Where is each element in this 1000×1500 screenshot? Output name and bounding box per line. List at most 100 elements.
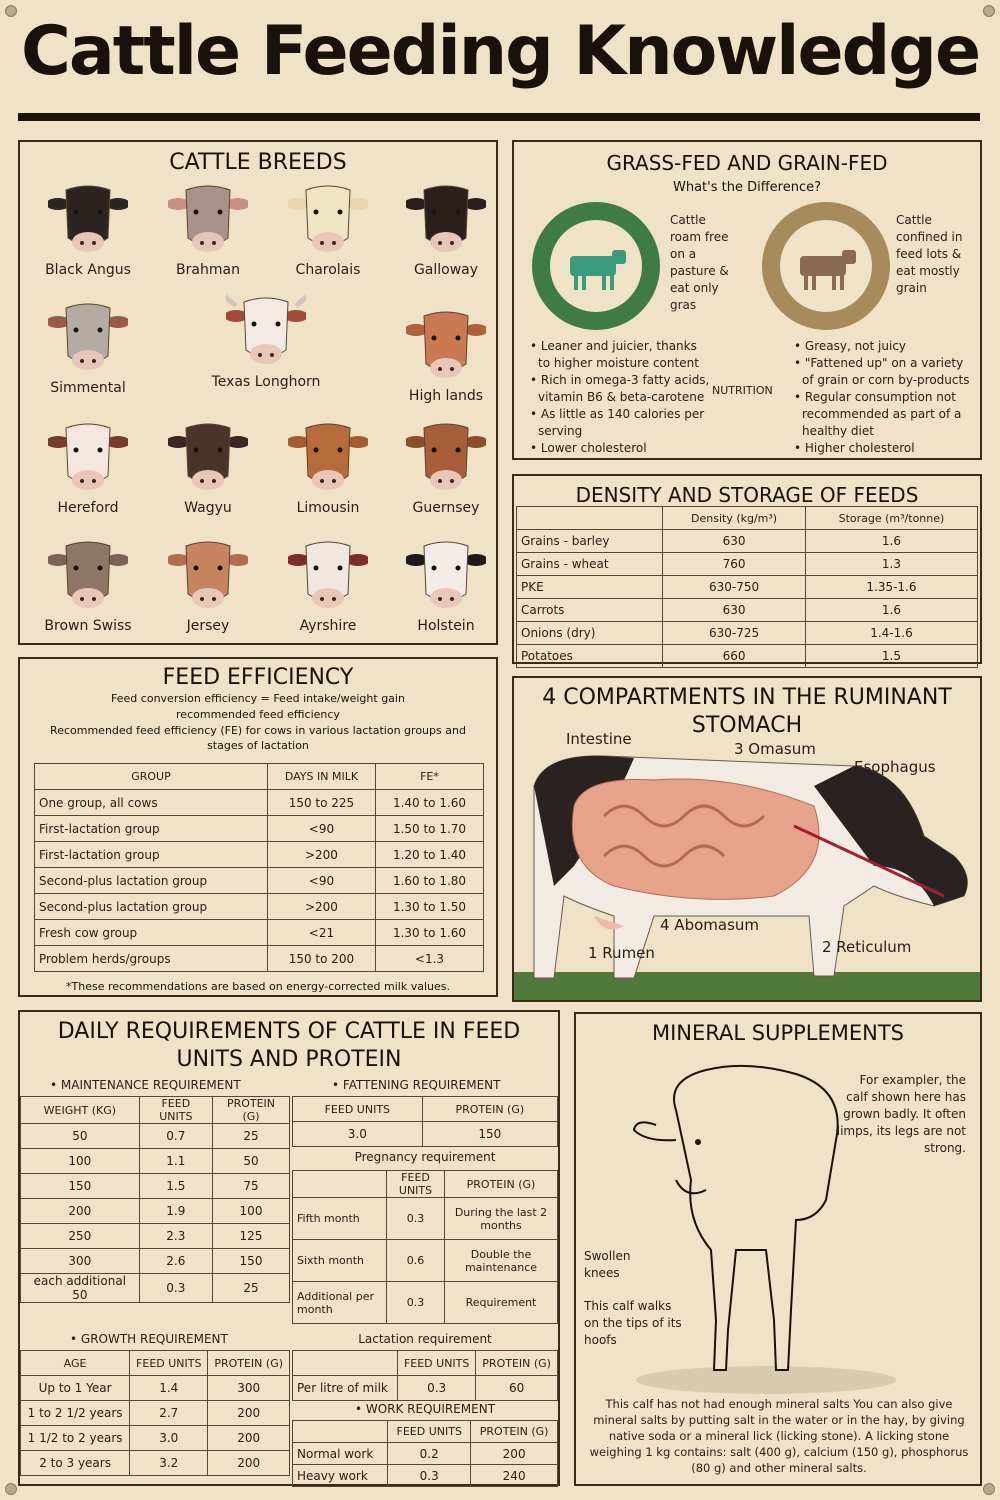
table-cell: Double the maintenance bbox=[444, 1239, 558, 1282]
mineral-title: MINERAL SUPPLEMENTS bbox=[651, 1021, 905, 1045]
table-cell: 1.6 bbox=[804, 529, 979, 553]
table-cell: Sixth month bbox=[291, 1239, 388, 1282]
grass-grain-panel: GRASS-FED AND GRAIN-FED What's the Diffe… bbox=[512, 140, 982, 460]
breed-item: Hereford bbox=[32, 418, 144, 528]
table-cell: 200 bbox=[207, 1425, 290, 1451]
screw-icon bbox=[983, 1483, 995, 1495]
table-cell: 200 bbox=[470, 1442, 558, 1465]
breed-item: Jersey bbox=[152, 536, 264, 646]
table-cell: 200 bbox=[207, 1400, 290, 1426]
bullet-item: • Higher cholesterol bbox=[794, 441, 915, 455]
table-cell: 150 to 225 bbox=[266, 789, 377, 816]
table-header-cell: PROTEIN (G) bbox=[444, 1170, 558, 1198]
grain-fed-bullets: • Greasy, not juicy • "Fattened up" on a … bbox=[794, 338, 974, 457]
table-header-cell: FEED UNITS bbox=[292, 1096, 423, 1122]
table-cell: Additional per month bbox=[291, 1281, 388, 1324]
bullet-item: • Lower cholesterol bbox=[530, 441, 647, 455]
daily-requirements-panel: DAILY REQUIREMENTS OF CATTLE IN FEED UNI… bbox=[18, 1010, 560, 1487]
table-cell: Per litre of milk bbox=[291, 1375, 399, 1401]
table-cell: 2 to 3 years bbox=[19, 1450, 131, 1476]
efficiency-recommended: recommended feed efficiency bbox=[176, 708, 340, 721]
grass-fed-icon bbox=[532, 202, 660, 330]
table-cell: 630 bbox=[662, 529, 806, 553]
mineral-supplements-panel: MINERAL SUPPLEMENTS For exampler, the ca… bbox=[574, 1012, 982, 1486]
nutrition-label: NUTRITION bbox=[712, 384, 773, 397]
breed-name: Jersey bbox=[186, 618, 230, 634]
table-cell: <90 bbox=[266, 815, 377, 842]
table-cell: each additional 50 bbox=[20, 1273, 140, 1303]
maintenance-table: WEIGHT (KG) FEED UNITS PROTEIN (G) 50 0.7 25 1… bbox=[20, 1096, 290, 1303]
cow-head-icon bbox=[288, 541, 368, 608]
table-header-cell: WEIGHT (KG) bbox=[20, 1096, 140, 1124]
density-table: Density (kg/m³) Storage (m³/tonne) Grains … bbox=[515, 506, 979, 668]
table-cell: Normal work bbox=[291, 1442, 389, 1465]
table-cell: <1.3 bbox=[375, 945, 484, 972]
lactation-table: FEED UNITS PROTEIN (G) Per litre of milk 0.… bbox=[291, 1350, 558, 1401]
cow-head-icon bbox=[226, 294, 306, 364]
table-cell: <21 bbox=[266, 919, 377, 946]
pregnancy-table: FEED UNITS PROTEIN (G) Fifth month 0.3 Durin… bbox=[291, 1170, 558, 1324]
table-cell: 250 bbox=[20, 1223, 140, 1249]
screw-icon bbox=[5, 1483, 17, 1495]
table-header-row: FEED UNITS PROTEIN (G) bbox=[291, 1420, 558, 1443]
breed-name: Holstein bbox=[417, 618, 475, 634]
table-row: PKE 630-750 1.35-1.6 bbox=[515, 575, 979, 599]
cow-head-icon bbox=[288, 423, 368, 490]
table-row: Carrots 630 1.6 bbox=[515, 598, 979, 622]
breed-name: High lands bbox=[408, 388, 484, 404]
breed-name: Ayrshire bbox=[299, 618, 357, 634]
esophagus-label: Esophagus bbox=[854, 758, 936, 776]
table-header-cell: FE* bbox=[375, 763, 484, 790]
table-cell: Onions (dry) bbox=[515, 621, 664, 645]
table-cell: Fifth month bbox=[291, 1197, 388, 1240]
table-cell: PKE bbox=[515, 575, 664, 599]
work-label: • WORK REQUIREMENT bbox=[354, 1402, 496, 1416]
table-cell: 0.3 bbox=[386, 1281, 446, 1324]
table-cell: 125 bbox=[212, 1223, 290, 1249]
table-cell: 3.0 bbox=[292, 1121, 423, 1147]
table-row: One group, all cows 150 to 225 1.40 to 1.6… bbox=[34, 789, 484, 816]
grain-fed-caption: Cattle confined in feed lots & eat mostl… bbox=[896, 213, 963, 295]
table-cell: 1.30 to 1.60 bbox=[375, 919, 484, 946]
lactation-label: Lactation requirement bbox=[358, 1332, 492, 1346]
table-header-row: GROUP DAYS IN MILK FE* bbox=[34, 763, 484, 790]
breed-name: Simmental bbox=[50, 380, 126, 396]
density-panel: DENSITY AND STORAGE OF FEEDS Density (kg… bbox=[512, 474, 982, 668]
daily-requirements-title: DAILY REQUIREMENTS OF CATTLE IN FEED UNI… bbox=[57, 1019, 521, 1072]
table-header-cell: PROTEIN (G) bbox=[207, 1350, 290, 1376]
breed-name: Black Angus bbox=[45, 262, 131, 278]
table-cell: 1.40 to 1.60 bbox=[375, 789, 484, 816]
table-cell: 25 bbox=[212, 1123, 290, 1149]
table-row: 250 2.3 125 bbox=[20, 1223, 290, 1249]
page-title: Cattle Feeding Knowledge bbox=[20, 12, 981, 91]
table-cell: 200 bbox=[207, 1450, 290, 1476]
efficiency-footnote: *These recommendations are based on ener… bbox=[66, 980, 450, 993]
table-header-cell: FEED UNITS bbox=[397, 1350, 477, 1376]
table-cell: 75 bbox=[212, 1173, 290, 1199]
table-header-row: WEIGHT (KG) FEED UNITS PROTEIN (G) bbox=[20, 1096, 290, 1124]
table-cell: Second-plus lactation group bbox=[34, 867, 268, 894]
table-row: Up to 1 Year 1.4 300 bbox=[19, 1375, 290, 1401]
bullet-item: • Greasy, not juicy bbox=[794, 339, 907, 353]
table-row: Potatoes 660 1.5 bbox=[515, 644, 979, 668]
grass-fed-bullets: • Leaner and juicier, thanks to higher m… bbox=[530, 338, 710, 457]
table-row: 150 1.5 75 bbox=[20, 1173, 290, 1199]
bullet-item: • Rich in omega-3 fatty acids, vitamin B… bbox=[530, 373, 710, 404]
table-cell: 2.7 bbox=[129, 1400, 209, 1426]
fattening-label: • FATTENING REQUIREMENT bbox=[332, 1078, 501, 1092]
table-cell: Up to 1 Year bbox=[19, 1375, 131, 1401]
table-cell: Problem herds/groups bbox=[34, 945, 268, 972]
grass-grain-title: GRASS-FED AND GRAIN-FED bbox=[606, 151, 888, 175]
bullet-item: • As little as 140 calories per serving bbox=[530, 407, 705, 438]
title-divider bbox=[18, 113, 980, 121]
table-row: 100 1.1 50 bbox=[20, 1148, 290, 1174]
cattle-breeds-title: CATTLE BREEDS bbox=[169, 150, 347, 175]
table-cell: 50 bbox=[212, 1148, 290, 1174]
table-row: 200 1.9 100 bbox=[20, 1198, 290, 1224]
table-cell: 3.2 bbox=[129, 1450, 209, 1476]
breed-item: Ayrshire bbox=[272, 536, 384, 646]
table-cell: 1.1 bbox=[138, 1148, 214, 1174]
table-row: 1 to 2 1/2 years 2.7 200 bbox=[19, 1400, 290, 1426]
table-cell: Carrots bbox=[515, 598, 664, 622]
table-header-cell bbox=[291, 1350, 399, 1376]
